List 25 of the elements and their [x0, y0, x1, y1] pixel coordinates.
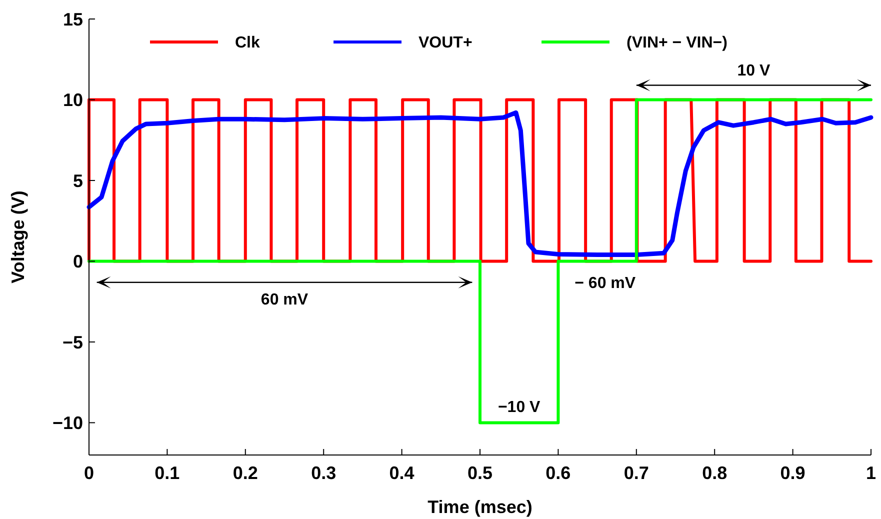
annotation: − 60 mV [574, 274, 636, 292]
annotation: 60 mV [260, 291, 308, 308]
x-tick-label: 0.1 [154, 463, 180, 483]
y-tick-label: 10 [62, 90, 83, 110]
y-tick-label: −10 [52, 413, 83, 434]
x-tick-label: 0.4 [389, 463, 414, 483]
x-tick-label: 0.9 [780, 463, 806, 483]
y-tick-label: 15 [62, 9, 83, 30]
x-tick-label: 0.2 [232, 463, 258, 483]
annotation: 10 V [737, 62, 770, 80]
annotation: −10 V [498, 399, 541, 416]
x-tick-label: 0.8 [702, 463, 728, 483]
x-tick-label: 0.5 [467, 463, 493, 483]
y-axis-title: Voltage (V) [8, 190, 28, 284]
x-tick-label: 1 [866, 463, 876, 483]
x-tick-label: 0.7 [624, 463, 649, 483]
x-tick-label: 0.6 [546, 463, 571, 483]
legend-label: (VIN+ − VIN−) [626, 34, 728, 52]
y-tick-label: 0 [72, 252, 83, 272]
y-tick-label: 5 [72, 170, 83, 191]
x-axis-title: Time (msec) [428, 497, 532, 517]
legend-label: VOUT+ [418, 34, 472, 52]
x-tick-label: 0.3 [311, 463, 336, 483]
legend-label: Clk [235, 34, 260, 52]
y-tick-label: −5 [62, 332, 83, 352]
